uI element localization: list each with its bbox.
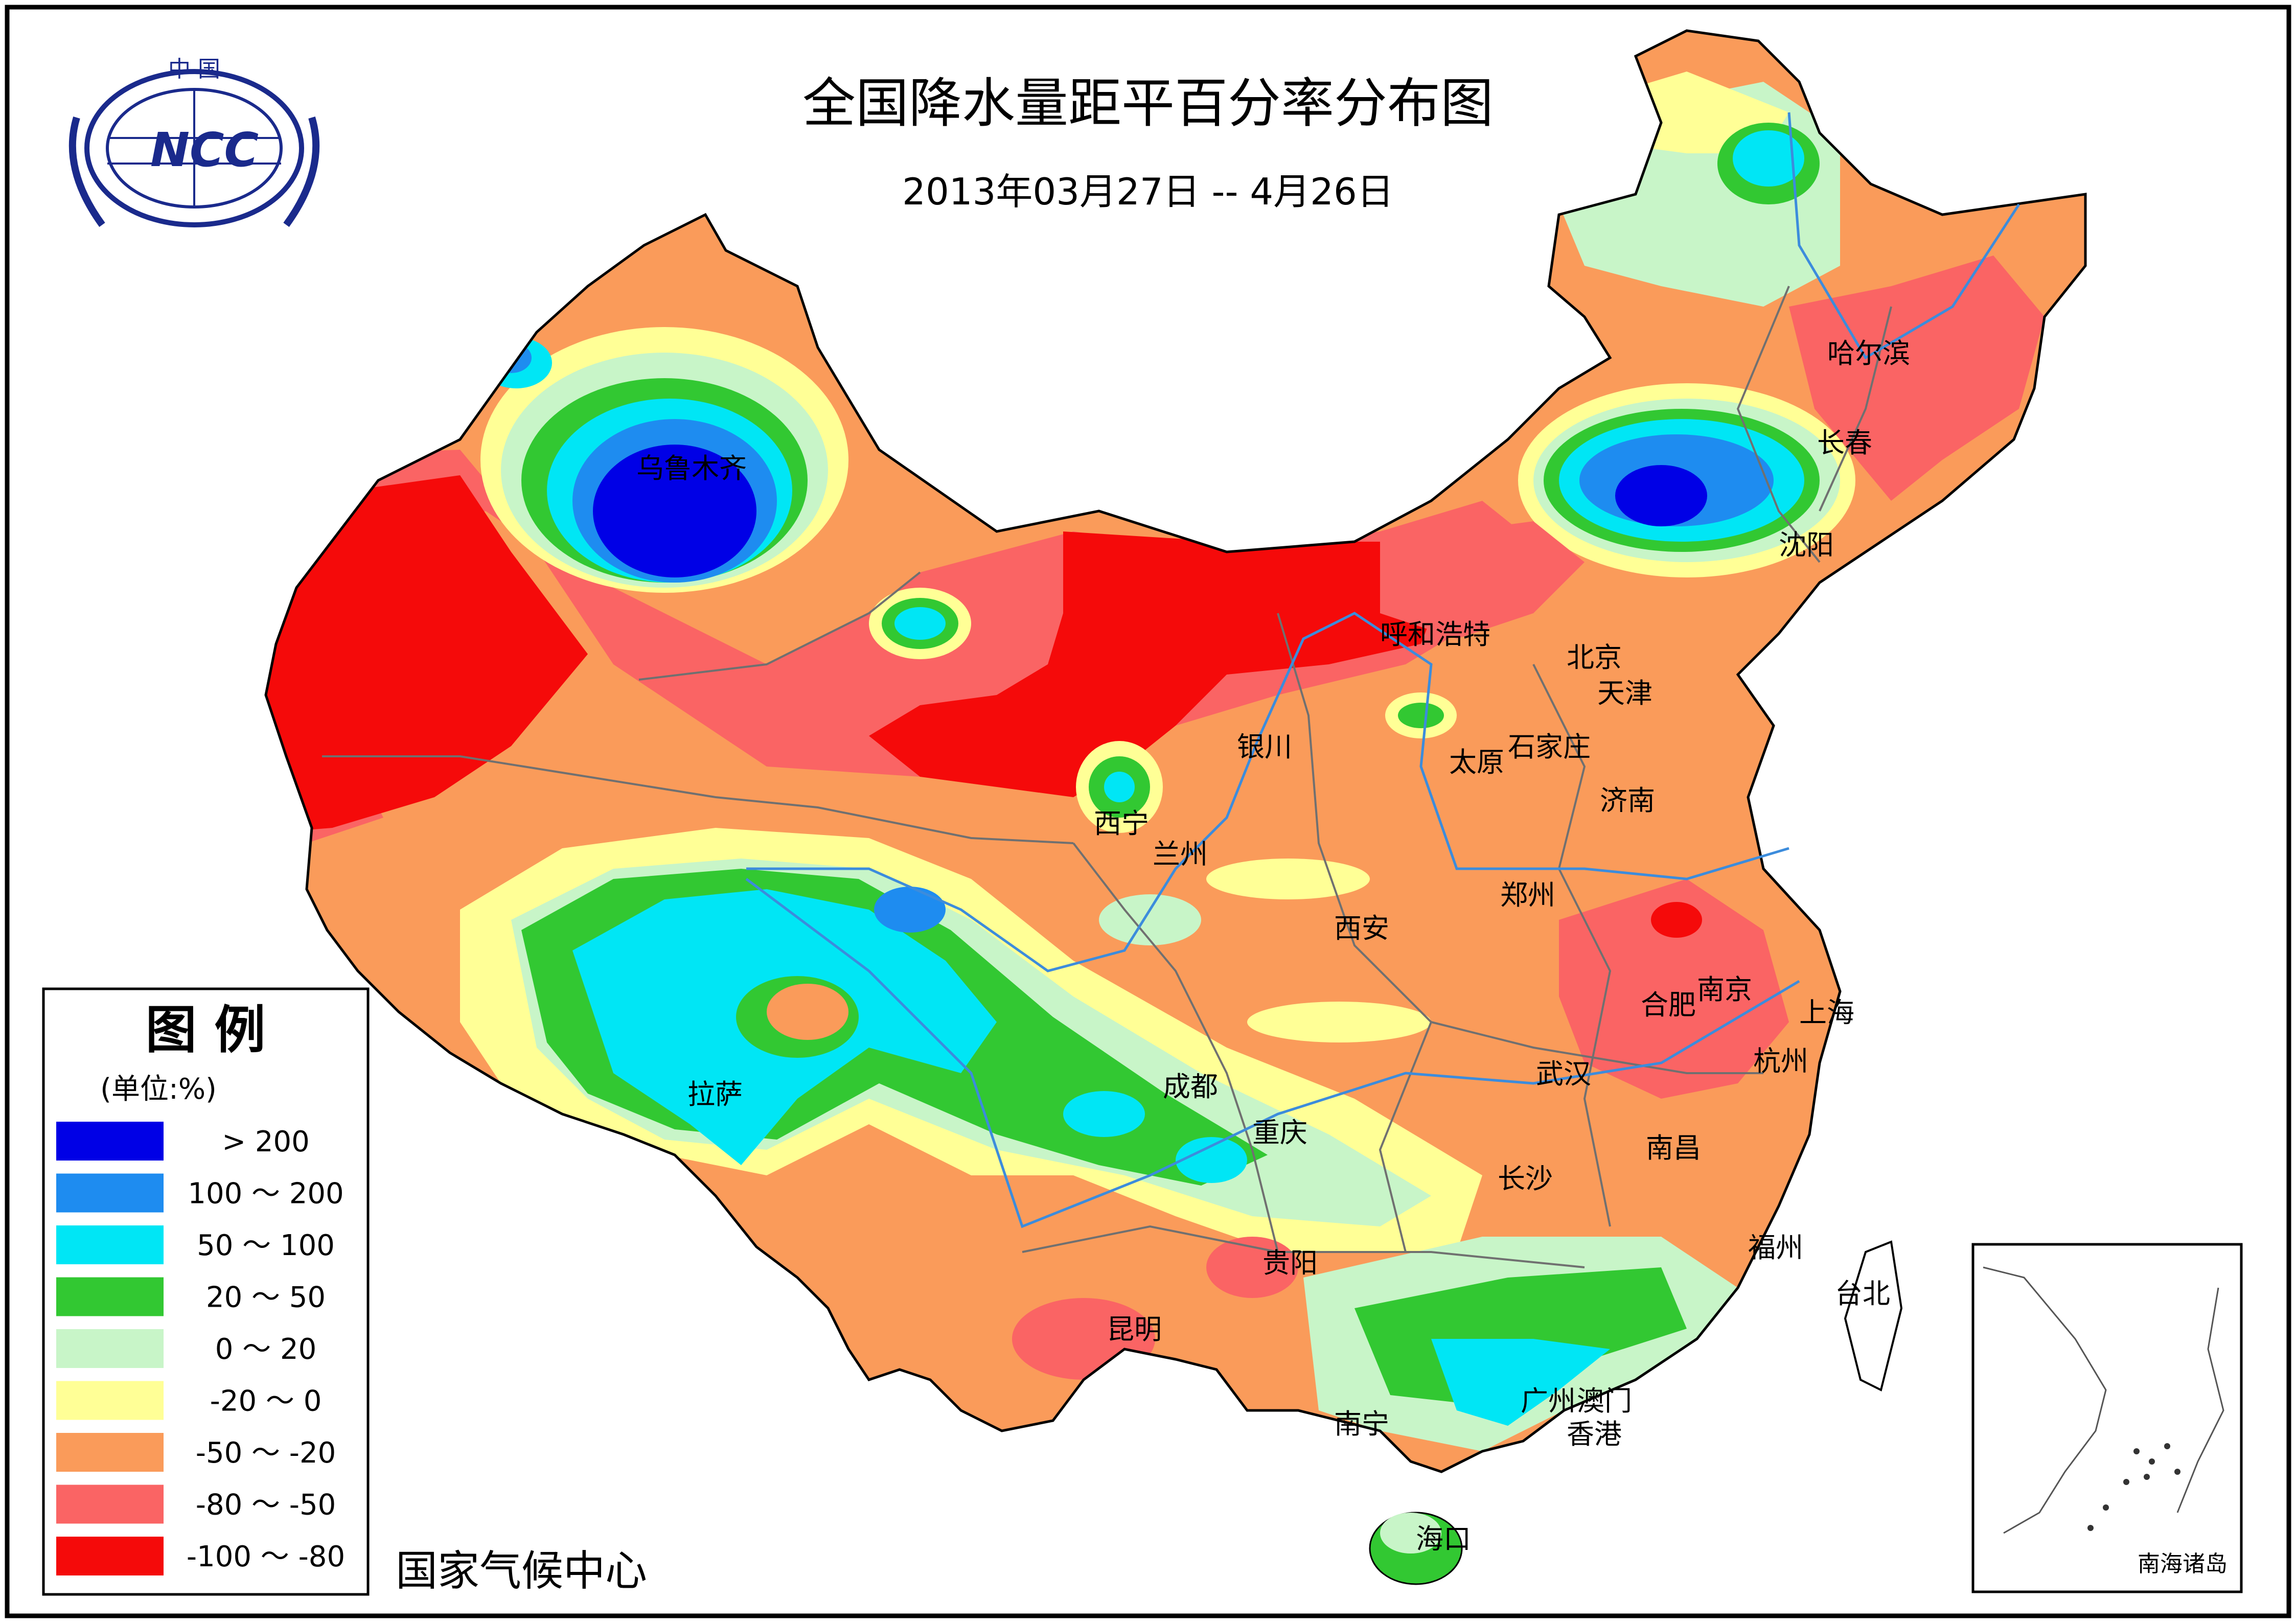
city-label: 呼和浩特	[1380, 618, 1490, 651]
ncc-logo: 中 国 NCC	[68, 56, 320, 227]
city-label: 南京	[1697, 973, 1752, 1006]
city-label: 长春	[1817, 427, 1872, 459]
legend: 图 例 (单位:%) > 200 100 ～ 200 50 ～ 100 20 ～ 50…	[42, 987, 370, 1596]
legend-item-label: -80 ～ -50	[196, 1489, 336, 1522]
legend-item-label: -20 ～ 0	[210, 1385, 322, 1418]
city-label: 南宁	[1334, 1408, 1389, 1440]
legend-swatch	[56, 1537, 164, 1575]
rivers	[745, 112, 2021, 1228]
city-label: 天津	[1597, 677, 1652, 709]
logo-top-text: 中 国	[168, 56, 220, 82]
legend-item-label: 100 ～ 200	[188, 1177, 343, 1211]
legend-title: 图 例	[146, 1000, 266, 1060]
city-labels: 乌鲁木齐 哈尔滨 长春 沈阳 呼和浩特 北京 天津 银川 太原 石家庄 济南 西…	[636, 337, 1910, 1555]
city-label: 贵阳	[1262, 1247, 1318, 1279]
city-label: 太原	[1449, 746, 1504, 778]
city-label: 上海	[1799, 996, 1854, 1029]
legend-swatch	[56, 1277, 164, 1316]
legend-swatch	[56, 1225, 164, 1264]
map-title: 全国降水量距平百分率分布图	[802, 72, 1494, 134]
legend-item-label: 20 ～ 50	[206, 1281, 326, 1314]
legend-item-label: -100 ～ -80	[187, 1540, 345, 1573]
city-label: 西宁	[1094, 807, 1149, 840]
city-label: 广州	[1521, 1385, 1576, 1417]
legend-swatch	[56, 1329, 164, 1368]
logo-mid-text: NCC	[150, 123, 259, 177]
city-label: 长沙	[1498, 1163, 1553, 1195]
city-label: 杭州	[1753, 1045, 1808, 1077]
city-label: 昆明	[1107, 1313, 1162, 1346]
city-label: 合肥	[1641, 989, 1696, 1021]
legend-swatch	[56, 1122, 164, 1161]
city-label: 南昌	[1646, 1132, 1701, 1164]
city-label: 哈尔滨	[1827, 337, 1910, 369]
city-label: 济南	[1600, 784, 1655, 817]
city-label: 香港	[1567, 1418, 1622, 1450]
inset-label: 南海诸岛	[2138, 1551, 2228, 1577]
map-date-range: 2013年03月27日 -- 4月26日	[902, 170, 1394, 213]
city-label: 郑州	[1500, 879, 1555, 911]
legend-item-label: 50 ～ 100	[197, 1229, 335, 1262]
city-label: 北京	[1567, 641, 1622, 674]
city-label: 拉萨	[687, 1078, 743, 1110]
city-label: 台北	[1835, 1278, 1890, 1310]
legend-item-label: > 200	[222, 1125, 310, 1158]
city-label: 成都	[1163, 1071, 1218, 1103]
city-label: 乌鲁木齐	[636, 452, 747, 484]
province-borders	[322, 286, 1892, 1268]
city-label: 重庆	[1252, 1117, 1307, 1149]
legend-swatch	[56, 1173, 164, 1213]
taiwan-island	[1844, 1240, 1903, 1392]
city-label: 澳门	[1577, 1385, 1632, 1417]
city-label: 海口	[1416, 1523, 1471, 1555]
city-label: 福州	[1748, 1232, 1803, 1264]
legend-swatch	[56, 1381, 164, 1420]
city-label: 银川	[1237, 731, 1292, 763]
city-label: 沈阳	[1779, 529, 1834, 561]
south-sea-inset: 南海诸岛	[1971, 1243, 2243, 1593]
legend-swatch	[56, 1485, 164, 1524]
city-label: 西安	[1334, 912, 1389, 944]
publisher-label: 国家气候中心	[396, 1547, 647, 1595]
city-label: 石家庄	[1508, 731, 1591, 763]
legend-swatch	[56, 1433, 164, 1472]
city-label: 武汉	[1536, 1058, 1591, 1090]
legend-unit: (单位:%)	[100, 1073, 217, 1106]
legend-item-label: -50 ～ -20	[196, 1436, 336, 1470]
city-label: 兰州	[1153, 838, 1208, 870]
legend-item-label: 0 ～ 20	[215, 1333, 317, 1366]
